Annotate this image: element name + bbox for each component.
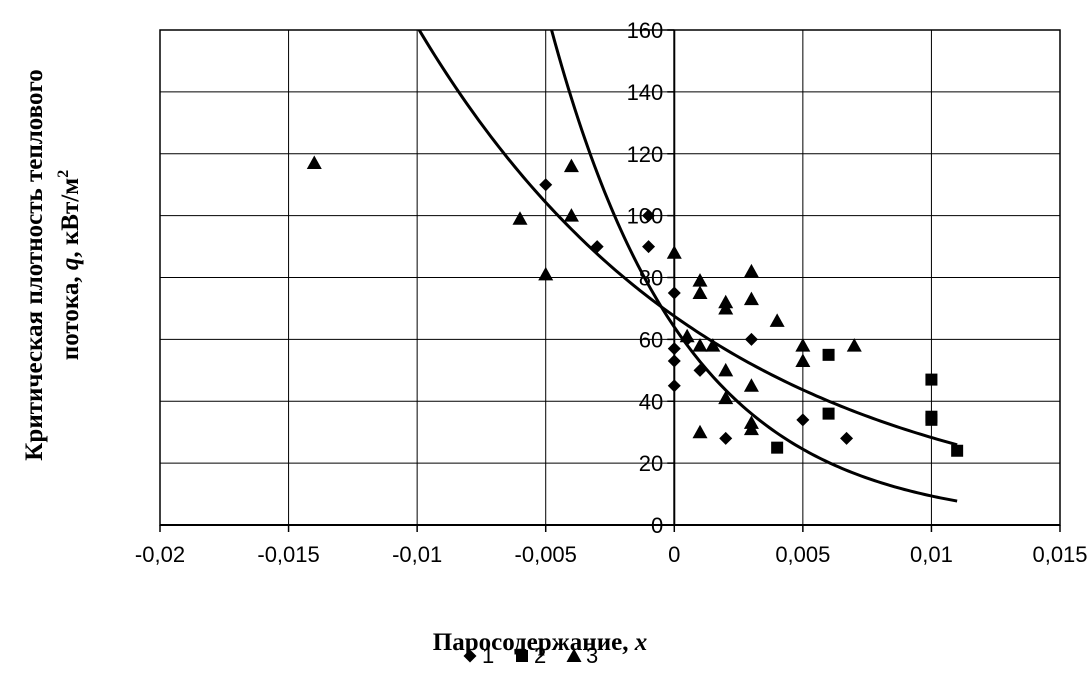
series-3-point (795, 338, 811, 352)
y-tick-label: 20 (639, 451, 663, 476)
x-tick-label: -0,005 (515, 542, 577, 567)
series-2-point (925, 373, 938, 386)
y-tick-label: 40 (639, 389, 663, 414)
series-3-point (769, 313, 785, 327)
y-tick-label: 60 (639, 327, 663, 352)
series-1-point (590, 240, 604, 254)
series-3-point (692, 273, 708, 287)
series-3-point (563, 208, 579, 222)
x-tick-label: -0,015 (257, 542, 319, 567)
y-tick-label: 140 (627, 80, 664, 105)
legend-label-series-2: 2 (534, 643, 546, 668)
legend-marker-series-2 (516, 650, 528, 662)
series-1-point (744, 332, 758, 346)
series-3-point (718, 300, 734, 315)
legend-marker-series-1 (463, 649, 477, 663)
trendlines (417, 30, 958, 503)
series-3-point (563, 158, 579, 173)
series-2-point (951, 444, 964, 457)
series-1-point (667, 379, 681, 393)
series-2-point (771, 441, 784, 454)
x-tick-label: 0,01 (910, 542, 953, 567)
series-2-point (925, 413, 938, 426)
series-1-point (667, 342, 681, 356)
series-3-point (666, 245, 682, 259)
series-3-point (512, 211, 528, 225)
series-1-point (840, 431, 854, 445)
series-3-point (846, 338, 862, 352)
axes (159, 29, 1061, 532)
legend-label-series-1: 1 (482, 643, 494, 668)
x-tick-label: -0,02 (135, 542, 185, 567)
series-3-point (743, 263, 759, 278)
y-tick-labels: 020406080100120140160 (627, 18, 664, 538)
x-tick-labels: -0,02 -0,015 -0,01 -0,005 0 0,005 0,01 0,015 (135, 542, 1087, 567)
series-3-point (718, 362, 734, 377)
series-1-point (796, 413, 810, 427)
series-3-point (705, 338, 721, 352)
series-3-point (743, 378, 759, 392)
legend-marker-series-3 (566, 648, 582, 662)
y-tick-label: 0 (651, 513, 663, 538)
series-3-point (743, 421, 759, 436)
y-tick-label: 120 (627, 142, 664, 167)
legend-label-series-3: 3 (586, 643, 598, 668)
y-tick-label: 80 (639, 266, 663, 291)
series-1-point (693, 363, 707, 377)
trendline-2 (550, 30, 958, 503)
series-3-point (743, 291, 759, 306)
y-tick-label: 160 (627, 18, 664, 43)
y-axis-label-line1: Критическая плотность теплового (21, 69, 48, 460)
series-1-point (667, 354, 681, 368)
x-tick-label: 0 (668, 542, 680, 567)
x-tick-label: 0,005 (775, 542, 830, 567)
series-3-point (692, 424, 708, 439)
series-3-point (718, 390, 734, 405)
series-3-point (692, 285, 708, 299)
series-1-point (667, 286, 681, 300)
series-3-point (679, 328, 695, 343)
series-3-point (306, 155, 322, 170)
series-1-point (539, 178, 553, 192)
series-1-point (719, 431, 733, 445)
series-1-point (642, 209, 656, 223)
series-3-point (538, 266, 554, 281)
x-tick-label: 0,015 (1032, 542, 1087, 567)
y-axis-label-line2: потока, q, кВт/м2 (55, 170, 84, 360)
x-tick-label: -0,01 (392, 542, 442, 567)
series-3-point (795, 353, 811, 368)
series-2-point (822, 348, 835, 361)
grid-lines (159, 29, 1061, 526)
x-axis-label: Паросодержание, x (433, 629, 647, 656)
series-2-point (822, 407, 835, 420)
y-axis-label: Критическая плотность теплового потока, … (21, 69, 84, 460)
legend: 1 2 3 (463, 643, 598, 668)
trendline-1 (417, 30, 958, 447)
series-1-point (642, 240, 656, 254)
data-points (306, 155, 964, 457)
series-3-point (692, 338, 708, 352)
